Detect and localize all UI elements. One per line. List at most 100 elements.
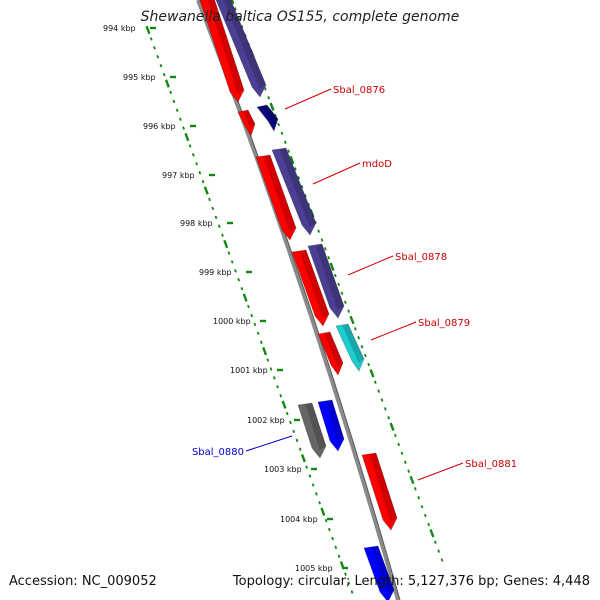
outer-tick-mark bbox=[283, 140, 287, 144]
gene-feature-shade bbox=[325, 400, 344, 443]
outer-tick-mark bbox=[240, 24, 244, 29]
outer-tick-mark bbox=[420, 504, 424, 509]
inner-tick-mark bbox=[221, 233, 224, 237]
gene-feature[interactable] bbox=[199, 0, 245, 103]
kbp-tick-label: 1000 kbp bbox=[213, 317, 251, 326]
inner-tick-mark bbox=[350, 590, 354, 594]
gene-feature[interactable] bbox=[271, 147, 317, 236]
gene-leader-line bbox=[245, 435, 293, 452]
outer-tick-mark bbox=[353, 327, 357, 331]
outer-tick-mark bbox=[297, 176, 301, 180]
inner-tick-mark bbox=[162, 72, 166, 77]
inner-tick-mark bbox=[169, 90, 173, 95]
outer-tick-mark bbox=[389, 422, 395, 431]
outer-tick-mark bbox=[293, 167, 297, 171]
outer-tick-mark bbox=[400, 451, 404, 456]
outer-tick-mark bbox=[269, 102, 275, 111]
inner-tick-mark bbox=[320, 507, 326, 516]
outer-tick-mark bbox=[300, 184, 304, 189]
gene-feature[interactable] bbox=[215, 0, 267, 98]
inner-tick-mark bbox=[198, 171, 202, 175]
outer-tick-mark bbox=[327, 256, 331, 260]
gene-feature[interactable] bbox=[363, 545, 395, 600]
outer-tick-mark bbox=[289, 155, 295, 165]
inner-tick-ring bbox=[145, 25, 354, 594]
kbp-tick-label: 1002 kbp bbox=[247, 416, 285, 425]
inner-tick-mark bbox=[305, 465, 309, 469]
kbp-tick-label: 996 kbp bbox=[143, 122, 176, 131]
gene-feature[interactable] bbox=[255, 154, 297, 241]
outer-tick-mark bbox=[407, 469, 411, 473]
gene-feature-shade bbox=[207, 0, 244, 94]
outer-tick-mark bbox=[393, 433, 397, 438]
outer-tick-mark bbox=[349, 315, 355, 325]
gene-label[interactable]: Sbal_0876 bbox=[333, 85, 385, 96]
kbp-tick-label: 1003 kbp bbox=[264, 465, 302, 474]
gene-feature[interactable] bbox=[297, 402, 327, 459]
gene-feature[interactable] bbox=[307, 243, 345, 319]
outer-tick-mark bbox=[423, 513, 427, 518]
outer-tick-mark bbox=[373, 380, 377, 384]
outer-tick-mark bbox=[417, 496, 421, 500]
gene-feature[interactable] bbox=[361, 452, 398, 531]
outer-tick-mark bbox=[360, 344, 364, 349]
gene-label[interactable]: Sbal_0878 bbox=[395, 252, 447, 263]
gene-feature[interactable] bbox=[317, 331, 344, 376]
inner-tick-mark bbox=[295, 438, 299, 443]
gene-feature[interactable] bbox=[256, 104, 279, 132]
gene-feature[interactable] bbox=[291, 249, 330, 327]
inner-tick-mark bbox=[347, 581, 351, 585]
inner-tick-mark bbox=[227, 251, 231, 255]
inner-tick-mark bbox=[337, 554, 341, 559]
gene-label[interactable]: mdoD bbox=[362, 159, 392, 170]
outer-tick-mark bbox=[363, 353, 367, 358]
outer-tick-mark bbox=[383, 407, 387, 411]
inner-tick-mark bbox=[308, 474, 312, 478]
inner-tick-mark bbox=[242, 293, 248, 302]
kbp-tick-label: 995 kbp bbox=[123, 73, 156, 82]
outer-tick-mark bbox=[343, 300, 347, 304]
outer-tick-mark bbox=[357, 336, 361, 340]
inner-tick-mark bbox=[266, 358, 270, 362]
outer-tick-mark bbox=[233, 7, 237, 11]
gene-feature-shade bbox=[324, 332, 343, 367]
outer-tick-mark bbox=[329, 262, 335, 271]
gene-feature[interactable] bbox=[335, 323, 365, 372]
inner-tick-mark bbox=[331, 536, 334, 541]
inner-tick-mark bbox=[324, 518, 328, 523]
gene-feature-shade bbox=[279, 148, 316, 227]
gene-feature-shade bbox=[305, 403, 326, 450]
kbp-tick-label: 997 kbp bbox=[162, 171, 195, 180]
inner-tick-mark bbox=[311, 483, 315, 487]
outer-tick-mark bbox=[347, 309, 351, 313]
gene-feature[interactable] bbox=[237, 109, 256, 137]
inner-tick-mark bbox=[259, 340, 263, 344]
outer-tick-mark bbox=[263, 87, 267, 91]
inner-tick-mark bbox=[315, 492, 318, 496]
outer-tick-mark bbox=[429, 529, 435, 538]
inner-tick-mark bbox=[269, 367, 273, 371]
outer-tick-mark bbox=[337, 282, 341, 287]
inner-tick-mark bbox=[164, 79, 170, 88]
gene-label[interactable]: Sbal_0880 bbox=[192, 447, 244, 458]
inner-tick-mark bbox=[201, 179, 205, 184]
inner-tick-mark bbox=[327, 527, 331, 532]
outer-tick-mark bbox=[280, 131, 284, 136]
inner-tick-mark bbox=[208, 197, 211, 202]
gene-feature-shade bbox=[371, 546, 394, 594]
inner-tick-mark bbox=[234, 269, 237, 273]
outer-tick-mark bbox=[440, 558, 444, 562]
gene-label[interactable]: Sbal_0879 bbox=[418, 318, 470, 329]
accession-text: Accession: NC_009052 bbox=[9, 574, 157, 589]
inner-tick-mark bbox=[156, 55, 160, 59]
inner-tick-mark bbox=[159, 63, 163, 68]
label-layer: 994 kbp 995 kbp 996 kbp 997 kbp 998 kbp 999 k… bbox=[103, 24, 517, 573]
genome-summary-text: Topology: circular; Length: 5,127,376 bp… bbox=[232, 574, 590, 589]
gene-feature-shade bbox=[243, 110, 255, 128]
inner-tick-mark bbox=[281, 400, 287, 409]
outer-tick-mark bbox=[320, 238, 324, 242]
gene-feature[interactable] bbox=[317, 399, 345, 452]
gene-label[interactable]: Sbal_0881 bbox=[465, 459, 517, 470]
inner-tick-mark bbox=[217, 224, 221, 228]
